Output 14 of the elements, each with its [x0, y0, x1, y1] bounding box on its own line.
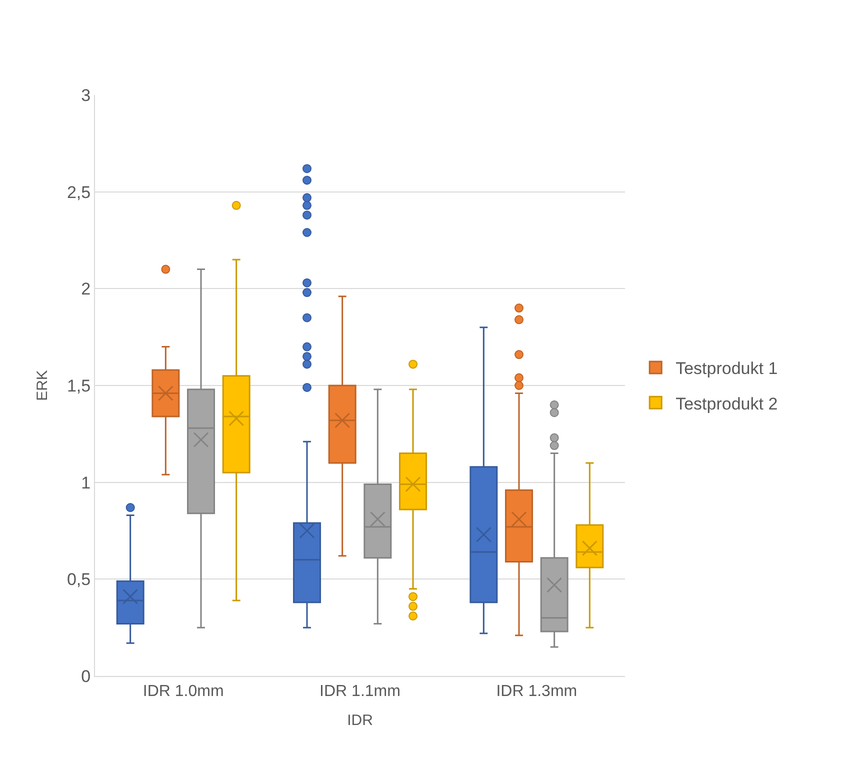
y-tick-label: 0: [81, 666, 91, 686]
y-tick-label: 2: [81, 280, 91, 299]
y-tick-label: 2,5: [66, 182, 91, 202]
y-tick-label: 0,5: [66, 570, 91, 590]
x-axis-title: IDR: [347, 712, 374, 730]
y-tick-label: 1,5: [66, 376, 91, 396]
x-tick-label: IDR 1.0mm: [142, 683, 224, 700]
x-tick-label: IDR 1.1mm: [320, 683, 400, 700]
legend-label: Testprodukt 2: [676, 394, 778, 414]
y-axis-title: ERK: [34, 370, 52, 401]
legend-label: Testprodukt 1: [676, 359, 778, 378]
y-tick-label: 3: [81, 86, 91, 105]
y-tick-label: 1: [81, 473, 91, 492]
x-tick-label: IDR 1.3mm: [496, 683, 578, 700]
